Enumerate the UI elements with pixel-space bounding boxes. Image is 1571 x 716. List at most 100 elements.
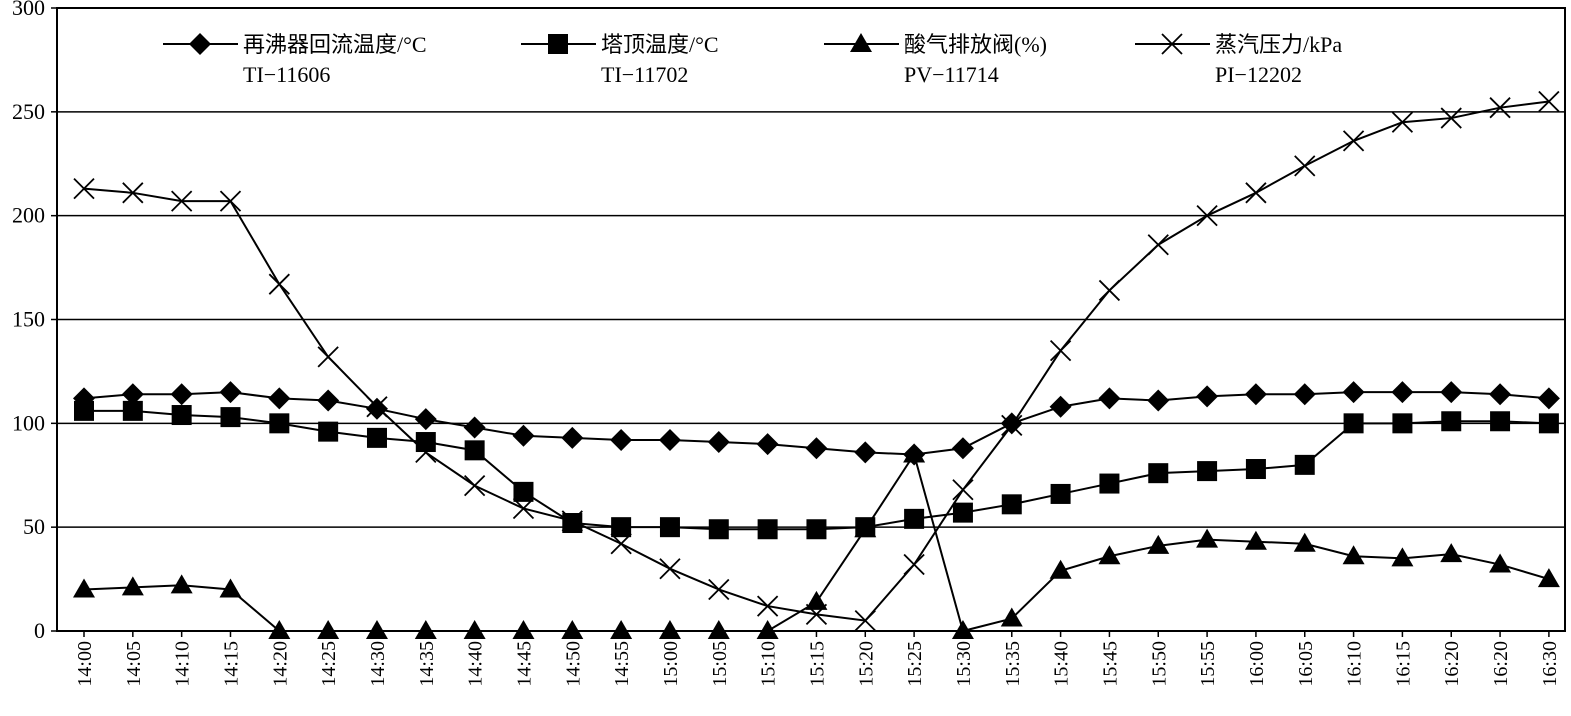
diamond-marker (219, 381, 242, 404)
x-tick-label: 15:50 (1148, 641, 1170, 687)
triangle-marker (365, 620, 388, 639)
x-tick-label: 14:50 (562, 641, 584, 687)
square-marker (1441, 411, 1462, 432)
cross-marker (1391, 111, 1414, 133)
legend-label: 再沸器回流温度/°C (243, 32, 427, 57)
x-tick-label: 15:20 (855, 641, 877, 687)
triangle-marker (1196, 528, 1219, 548)
x-tick-label: 14:45 (513, 641, 535, 687)
legend: 再沸器回流温度/°C TI−11606 塔顶温度/°C TI−11702 酸气排放阀(%… (163, 32, 1342, 87)
x-tick-label: 15:25 (904, 641, 926, 687)
diamond-marker (1293, 383, 1316, 406)
y-tick-label: 100 (12, 410, 45, 435)
cross-marker (805, 603, 828, 626)
legend-tag: PI−12202 (1215, 62, 1302, 87)
square-marker (1294, 454, 1315, 475)
triangle-marker (850, 33, 872, 52)
triangle-marker (610, 620, 633, 639)
legend-tag: PV−11714 (904, 62, 999, 87)
triangle-marker (1098, 545, 1121, 565)
cross-marker (268, 273, 290, 295)
x-tick-label: 15:15 (806, 641, 828, 687)
square-marker (1245, 459, 1266, 480)
square-marker (708, 519, 729, 540)
triangle-marker (854, 518, 877, 538)
legend-item: 蒸汽压力/kPa PI−12202 (1135, 32, 1342, 87)
y-tick-label: 200 (12, 203, 45, 228)
cross-marker (1196, 205, 1218, 227)
triangle-marker (1293, 532, 1316, 552)
x-tick-label: 16:15 (1392, 641, 1414, 687)
cross-marker (366, 396, 388, 418)
triangle-marker (512, 620, 535, 639)
diamond-marker (365, 397, 388, 420)
x-tick-label: 14:25 (318, 641, 340, 687)
diamond-marker (1098, 387, 1121, 410)
square-marker (1148, 463, 1169, 484)
triangle-marker (1342, 545, 1365, 565)
series-group (73, 90, 1560, 639)
triangle-marker (1147, 534, 1170, 554)
cross-marker (1538, 90, 1560, 113)
diamond-marker (1489, 383, 1512, 406)
x-tick-label: 15:05 (709, 641, 731, 687)
diamond-marker (1537, 387, 1560, 410)
cross-marker (317, 346, 339, 368)
diamond-marker (610, 428, 633, 451)
x-tick-label: 14:35 (416, 641, 438, 687)
series-triangle (73, 443, 1560, 639)
legend-item: 酸气排放阀(%) PV−11714 (824, 32, 1047, 87)
y-tick-label: 150 (12, 307, 45, 332)
triangle-marker (658, 620, 681, 639)
cross-marker (903, 553, 925, 576)
cross-marker (219, 190, 242, 212)
x-tick-label: 14:00 (74, 641, 96, 687)
diamond-marker (1049, 395, 1072, 418)
y-tick-label: 250 (12, 99, 45, 124)
x-tick-label: 16:10 (1344, 641, 1366, 687)
cross-marker (1440, 107, 1462, 129)
triangle-marker (268, 620, 291, 639)
diamond-marker (189, 33, 211, 55)
diamond-marker (951, 437, 974, 460)
triangle-marker (756, 620, 779, 639)
triangle-marker (1049, 559, 1072, 579)
x-tick-label: 16:20 (1441, 641, 1463, 687)
diamond-marker (512, 424, 535, 447)
x-tick-label: 16:05 (1295, 641, 1317, 687)
cross-marker (1342, 130, 1365, 152)
square-marker (1099, 473, 1120, 494)
diamond-marker (1342, 381, 1365, 404)
square-marker (513, 481, 534, 502)
diamond-marker (561, 426, 584, 449)
triangle-marker (1537, 568, 1560, 588)
x-tick-label: 16:20 (1490, 641, 1512, 687)
square-marker (611, 517, 632, 538)
square-marker (415, 432, 436, 453)
x-tick-label: 14:40 (465, 641, 487, 687)
triangle-marker (805, 590, 828, 610)
cross-marker (1161, 33, 1183, 55)
triangle-marker (951, 620, 974, 639)
square-marker (1001, 494, 1022, 515)
cross-marker (854, 609, 876, 632)
triangle-marker (121, 576, 144, 596)
cross-marker (1098, 279, 1121, 302)
x-tick-label: 15:10 (758, 641, 780, 687)
x-tick-label: 14:10 (172, 641, 194, 687)
cross-marker (708, 578, 730, 601)
triangle-marker (707, 620, 730, 639)
x-tick-label: 15:30 (953, 641, 975, 687)
cross-marker (1147, 234, 1169, 256)
x-tick-label: 14:55 (611, 641, 633, 687)
diamond-marker (1147, 389, 1170, 412)
square-marker (806, 519, 827, 540)
cross-marker (659, 558, 681, 580)
x-tick-label: 15:35 (1002, 641, 1024, 687)
square-marker (122, 400, 143, 421)
x-tick-label: 15:55 (1197, 641, 1219, 687)
triangle-marker (73, 578, 95, 598)
y-tick-label: 50 (23, 514, 45, 539)
legend-item: 塔顶温度/°C TI−11702 (521, 32, 719, 87)
